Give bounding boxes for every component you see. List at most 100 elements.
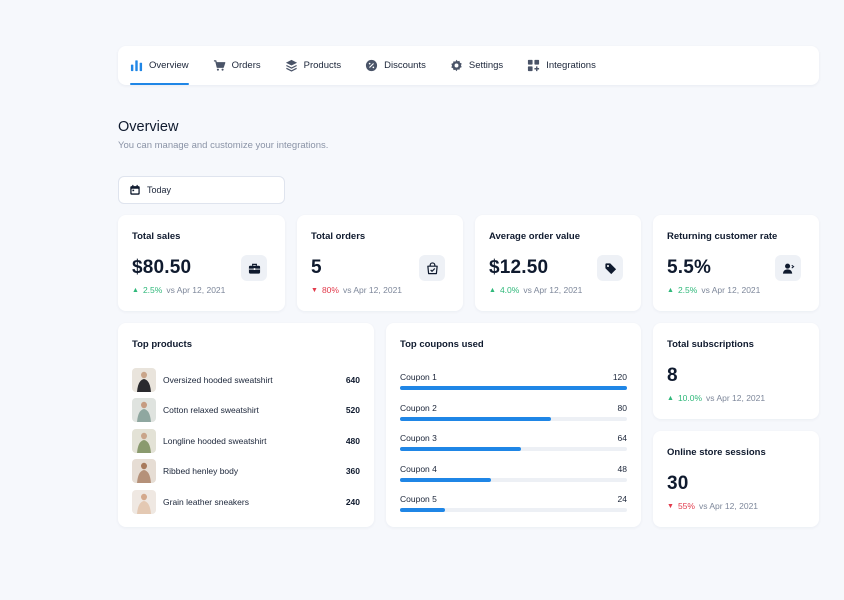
coupon-header: Coupon 4 48 <box>400 464 627 474</box>
coupon-row[interactable]: Coupon 1 120 <box>400 372 627 394</box>
list-item[interactable]: Longline hooded sweatshirt 480 <box>132 429 360 453</box>
product-value: 360 <box>345 466 360 476</box>
kpi-trend: ▲ 4.0% vs Apr 12, 2021 <box>489 285 582 295</box>
product-value: 240 <box>345 497 360 507</box>
kpi-value: $80.50 <box>132 257 192 278</box>
trend-percent: 2.5% <box>142 285 163 295</box>
coupon-row[interactable]: Coupon 3 64 <box>400 433 627 455</box>
kpi-title: Returning customer rate <box>667 231 778 242</box>
coupon-value: 64 <box>617 433 627 443</box>
tag-icon <box>597 255 623 281</box>
trend-percent: 2.5% <box>677 285 698 295</box>
coupon-name: Coupon 4 <box>400 463 437 474</box>
coupon-value: 24 <box>617 494 627 504</box>
tab-orders[interactable]: Orders <box>213 46 261 85</box>
coupon-progress-fill <box>400 477 491 482</box>
shopping-bag-icon <box>419 255 445 281</box>
trend-up-arrow-icon: ▲ <box>132 286 139 294</box>
coupon-name: Coupon 1 <box>400 372 437 382</box>
kpi-trend: ▲ 2.5% vs Apr 12, 2021 <box>132 285 225 295</box>
coupon-progress-track <box>400 508 627 512</box>
trend-down-arrow-icon: ▼ <box>311 286 318 294</box>
coupon-name: Coupon 3 <box>400 433 437 443</box>
coupon-value: 80 <box>617 402 627 413</box>
page-title: Overview <box>118 119 179 135</box>
product-name: Ribbed henley body <box>163 466 239 476</box>
coupon-row[interactable]: Coupon 4 48 <box>400 464 627 486</box>
date-filter-button[interactable]: Today <box>118 176 285 204</box>
list-item[interactable]: Grain leather sneakers 240 <box>132 490 360 514</box>
kpi-value: 5.5% <box>667 257 712 278</box>
coupon-row[interactable]: Coupon 5 24 <box>400 494 627 516</box>
trend-up-arrow-icon: ▲ <box>667 394 674 402</box>
kpi-trend: ▲ 10.0% vs Apr 12, 2021 <box>667 393 765 403</box>
list-item[interactable]: Cotton relaxed sweatshirt 520 <box>132 398 360 422</box>
kpi-title: Total sales <box>132 231 181 242</box>
tab-discounts[interactable]: Discounts <box>365 46 426 85</box>
trend-up-arrow-icon: ▲ <box>489 286 496 294</box>
card-title: Top products <box>132 339 192 350</box>
coupon-name: Coupon 5 <box>400 494 437 504</box>
trend-up-arrow-icon: ▲ <box>667 286 674 294</box>
bar-chart-icon <box>130 59 143 72</box>
apps-grid-icon <box>527 59 540 72</box>
coupon-progress-fill <box>400 508 446 512</box>
coupon-value: 120 <box>612 372 627 382</box>
trend-percent: 80% <box>321 285 339 295</box>
kpi-value: 8 <box>667 365 678 386</box>
tab-label: Products <box>303 60 342 71</box>
page-subtitle: You can manage and customize your integr… <box>118 140 329 151</box>
trend-percent: 10.0% <box>677 393 703 403</box>
kpi-trend: ▲ 2.5% vs Apr 12, 2021 <box>667 285 760 295</box>
product-thumbnail <box>132 490 156 514</box>
coupon-row[interactable]: Coupon 2 80 <box>400 403 627 425</box>
kpi-trend: ▼ 55% vs Apr 12, 2021 <box>667 501 758 511</box>
kpi-card-total-orders: Total orders 5 ▼ 80% vs Apr 12, 2021 <box>297 215 463 311</box>
coupon-progress-fill <box>400 447 522 451</box>
tab-label: Overview <box>149 60 189 71</box>
top-nav: Overview Orders Products Discounts Setti… <box>118 46 819 85</box>
tab-overview[interactable]: Overview <box>130 46 189 85</box>
trend-compare: vs Apr 12, 2021 <box>342 285 403 295</box>
kpi-trend: ▼ 80% vs Apr 12, 2021 <box>311 285 402 295</box>
list-item[interactable]: Ribbed henley body 360 <box>132 459 360 483</box>
discount-badge-icon <box>365 59 378 72</box>
total-subscriptions-card: Total subscriptions 8 ▲ 10.0% vs Apr 12,… <box>653 323 819 419</box>
kpi-value: 5 <box>311 257 322 278</box>
trend-down-arrow-icon: ▼ <box>667 502 674 510</box>
product-name: Cotton relaxed sweatshirt <box>163 405 259 415</box>
product-thumbnail <box>132 459 156 483</box>
coupon-progress-track <box>400 386 627 390</box>
calendar-icon <box>130 184 140 195</box>
kpi-value: $12.50 <box>489 257 549 278</box>
product-value: 480 <box>345 436 360 446</box>
trend-percent: 55% <box>677 501 695 511</box>
coupon-header: Coupon 5 24 <box>400 494 627 504</box>
coupon-header: Coupon 2 80 <box>400 403 627 413</box>
online-store-sessions-card: Online store sessions 30 ▼ 55% vs Apr 12… <box>653 431 819 527</box>
trend-compare: vs Apr 12, 2021 <box>698 501 759 511</box>
kpi-title: Total orders <box>311 231 366 242</box>
card-title: Top coupons used <box>400 339 484 350</box>
card-title: Online store sessions <box>667 447 766 458</box>
tab-products[interactable]: Products <box>285 46 342 85</box>
trend-compare: vs Apr 12, 2021 <box>706 393 766 403</box>
product-thumbnail <box>132 429 156 453</box>
tab-integrations[interactable]: Integrations <box>527 46 596 85</box>
list-item[interactable]: Oversized hooded sweatshirt 640 <box>132 368 360 392</box>
top-products-card: Top products Oversized hooded sweatshirt… <box>118 323 374 527</box>
tab-label: Orders <box>231 60 261 71</box>
date-filter-label: Today <box>147 185 172 195</box>
card-title: Total subscriptions <box>667 339 754 350</box>
tab-settings[interactable]: Settings <box>450 46 503 85</box>
tab-label: Settings <box>468 60 504 71</box>
product-thumbnail <box>132 398 156 422</box>
user-icon <box>775 255 801 281</box>
tab-label: Discounts <box>384 60 426 71</box>
layers-icon <box>285 59 298 72</box>
trend-percent: 4.0% <box>499 285 520 295</box>
coupon-header: Coupon 3 64 <box>400 433 627 443</box>
kpi-card-returning-customer-rate: Returning customer rate 5.5% ▲ 2.5% vs A… <box>653 215 819 311</box>
coupon-value: 48 <box>617 463 627 474</box>
coupon-progress-track <box>400 447 627 451</box>
